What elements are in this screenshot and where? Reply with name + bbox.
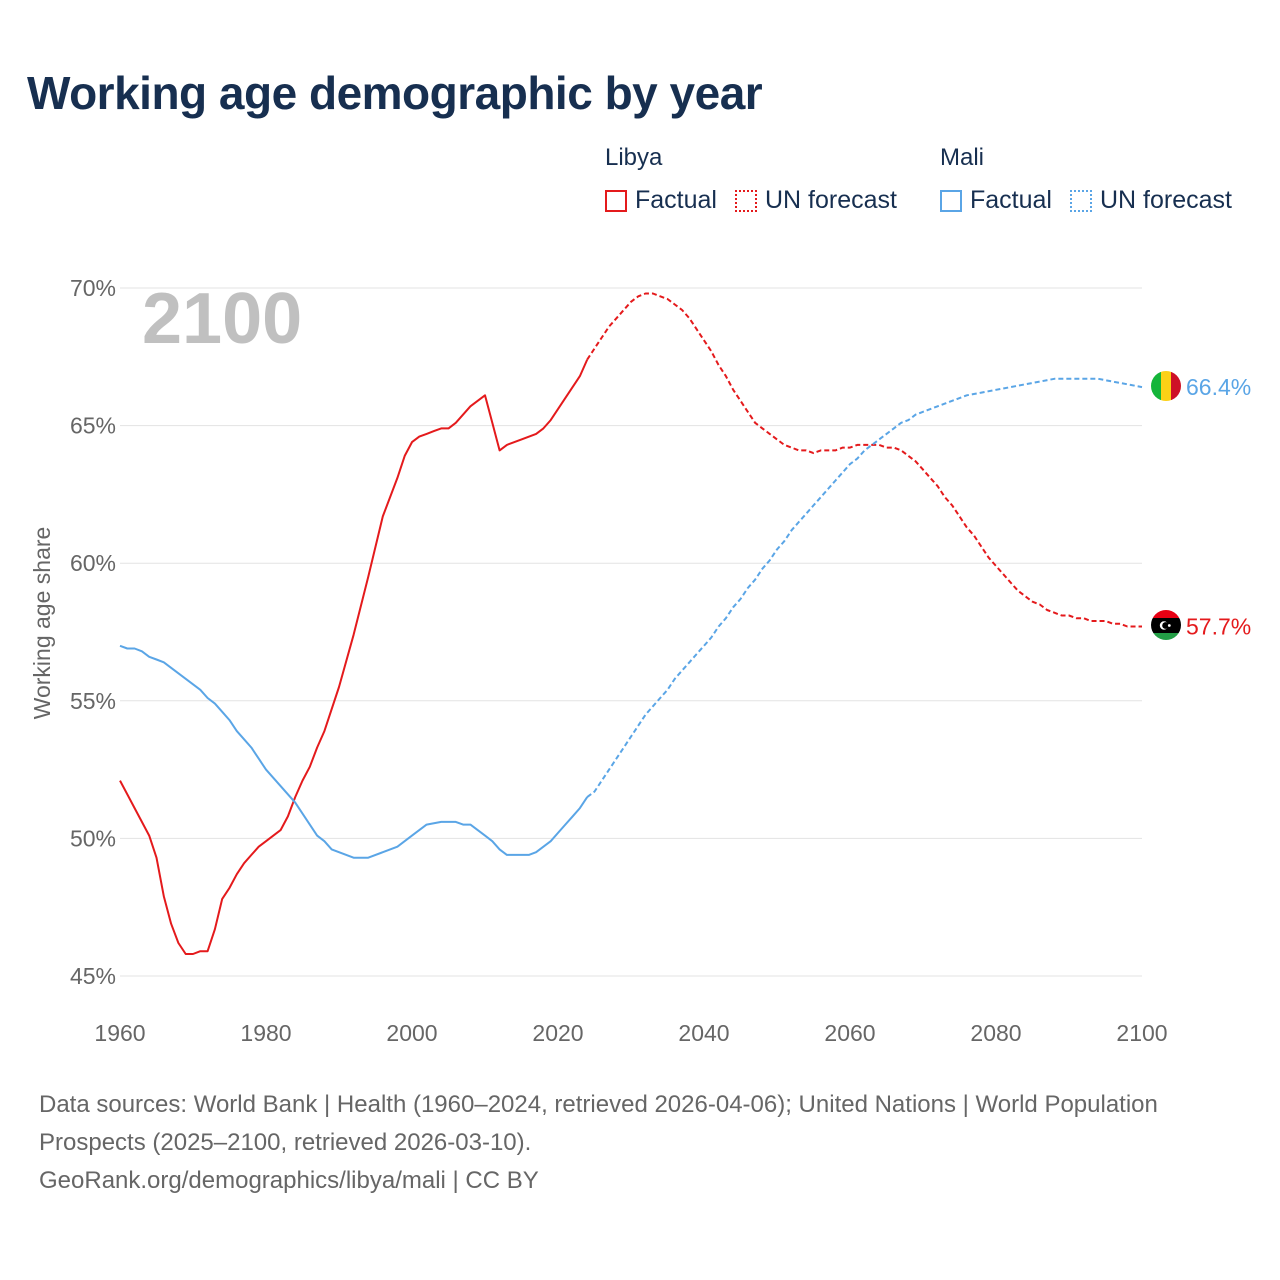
libya-factual-line xyxy=(119,359,589,955)
legend-libya-factual[interactable]: Factual xyxy=(605,186,717,215)
x-tick-label: 2080 xyxy=(970,1020,1021,1046)
y-tick-label: 50% xyxy=(70,825,116,851)
x-tick-label: 2100 xyxy=(1116,1020,1167,1046)
year-overlay: 2100 xyxy=(142,279,302,359)
legend-mali-forecast[interactable]: UN forecast xyxy=(1069,186,1232,215)
data-sources: Data sources: World Bank | Health (1960–… xyxy=(39,1086,1239,1200)
legend-label: UN forecast xyxy=(1099,186,1232,214)
legend-label: Factual xyxy=(970,186,1052,214)
legend-mali-factual[interactable]: Factual xyxy=(940,186,1052,215)
x-tick-label: 1980 xyxy=(240,1020,291,1046)
legend-label: UN forecast xyxy=(764,186,897,214)
line-chart: 45% 50% 55% 60% 65% 70% 1960 1980 2000 2020 2040 20… xyxy=(29,275,1251,1046)
y-tick-label: 60% xyxy=(70,550,116,576)
x-tick-label: 2040 xyxy=(678,1020,729,1046)
y-tick-label: 70% xyxy=(70,275,116,301)
y-axis-label: Working age share xyxy=(29,527,55,720)
chart-title: Working age demographic by year xyxy=(27,67,763,119)
y-tick-label: 45% xyxy=(70,963,116,989)
x-tick-label: 1960 xyxy=(94,1020,145,1046)
attribution-link[interactable]: GeoRank.org/demographics/libya/mali | CC… xyxy=(39,1167,539,1194)
legend-group-mali: Mali Factual UN forecast xyxy=(940,144,1232,215)
legend-group-title: Mali xyxy=(940,144,985,171)
legend-swatch-solid xyxy=(605,189,627,212)
mali-factual-line xyxy=(119,644,589,859)
legend-label: Factual xyxy=(635,186,717,214)
mali-flag-icon xyxy=(1151,371,1181,401)
y-tick-label: 55% xyxy=(70,688,116,714)
legend-swatch-solid xyxy=(940,189,962,212)
x-tick-label: 2020 xyxy=(532,1020,583,1046)
legend-libya-forecast[interactable]: UN forecast xyxy=(734,186,897,215)
mali-forecast-line xyxy=(586,377,1143,798)
legend-swatch-dotted xyxy=(734,189,757,212)
x-tick-label: 2060 xyxy=(824,1020,875,1046)
legend-swatch-dotted xyxy=(1069,189,1092,212)
x-tick-label: 2000 xyxy=(386,1020,437,1046)
sources-text: Data sources: World Bank | Health (1960–… xyxy=(39,1091,1158,1156)
legend-group-libya: Libya Factual UN forecast xyxy=(605,144,897,215)
legend-group-title: Libya xyxy=(605,144,663,171)
libya-flag-icon xyxy=(1151,610,1181,640)
y-tick-label: 65% xyxy=(70,413,116,439)
libya-end-label: 57.7% xyxy=(1186,613,1251,639)
mali-end-label: 66.4% xyxy=(1186,374,1251,400)
libya-forecast-line xyxy=(586,292,1142,628)
